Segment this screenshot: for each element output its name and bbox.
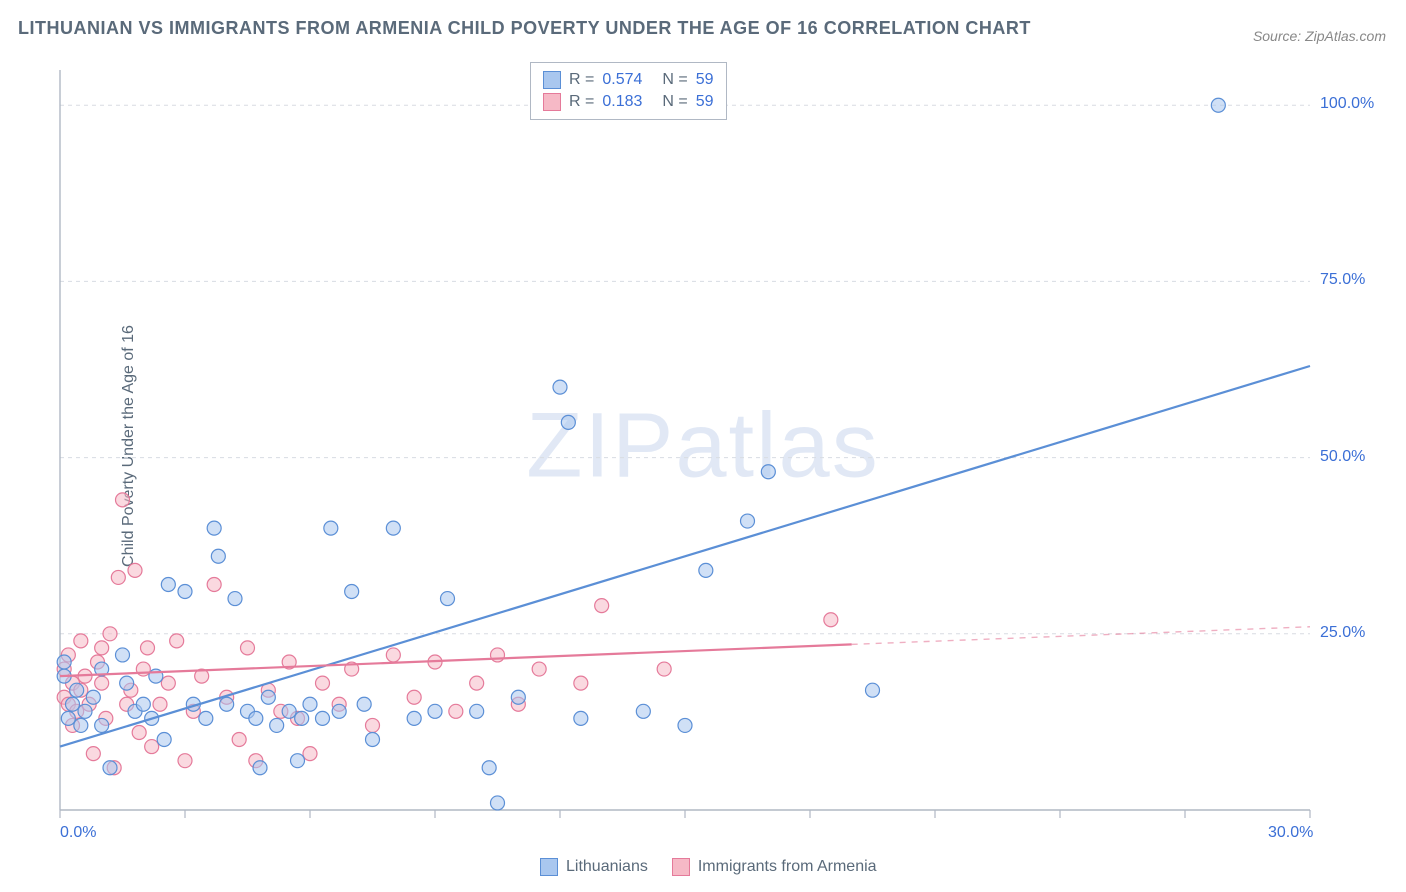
legend-r-value-0: 0.574 xyxy=(602,71,642,89)
legend-bottom-label-1: Immigrants from Armenia xyxy=(698,858,877,876)
y-tick-label: 50.0% xyxy=(1320,448,1365,466)
legend-item-0: Lithuanians xyxy=(540,858,648,876)
x-tick-label: 30.0% xyxy=(1268,824,1313,842)
legend-r-label-0: R = xyxy=(569,71,594,89)
legend-n-value-0: 59 xyxy=(696,71,714,89)
correlation-legend: R = 0.574 N = 59 R = 0.183 N = 59 xyxy=(530,62,727,120)
legend-n-value-1: 59 xyxy=(696,93,714,111)
y-tick-label: 25.0% xyxy=(1320,624,1365,642)
legend-bottom-label-0: Lithuanians xyxy=(566,858,648,876)
legend-swatch-1 xyxy=(543,93,561,111)
legend-n-label-1: N = xyxy=(662,93,687,111)
y-tick-label: 100.0% xyxy=(1320,95,1374,113)
legend-swatch-0 xyxy=(543,71,561,89)
legend-bottom-swatch-1 xyxy=(672,858,690,876)
legend-r-label-1: R = xyxy=(569,93,594,111)
x-tick-label: 0.0% xyxy=(60,824,96,842)
legend-item-1: Immigrants from Armenia xyxy=(672,858,877,876)
legend-row-series-0: R = 0.574 N = 59 xyxy=(543,69,714,91)
legend-r-value-1: 0.183 xyxy=(602,93,642,111)
source-attribution: Source: ZipAtlas.com xyxy=(1253,28,1386,44)
chart-container: LITHUANIAN VS IMMIGRANTS FROM ARMENIA CH… xyxy=(0,0,1406,892)
legend-bottom-swatch-0 xyxy=(540,858,558,876)
y-tick-label: 75.0% xyxy=(1320,271,1365,289)
series-legend: Lithuanians Immigrants from Armenia xyxy=(540,858,877,876)
legend-n-label-0: N = xyxy=(662,71,687,89)
chart-title: LITHUANIAN VS IMMIGRANTS FROM ARMENIA CH… xyxy=(18,18,1031,39)
scatter-plot xyxy=(50,60,1370,850)
legend-row-series-1: R = 0.183 N = 59 xyxy=(543,91,714,113)
